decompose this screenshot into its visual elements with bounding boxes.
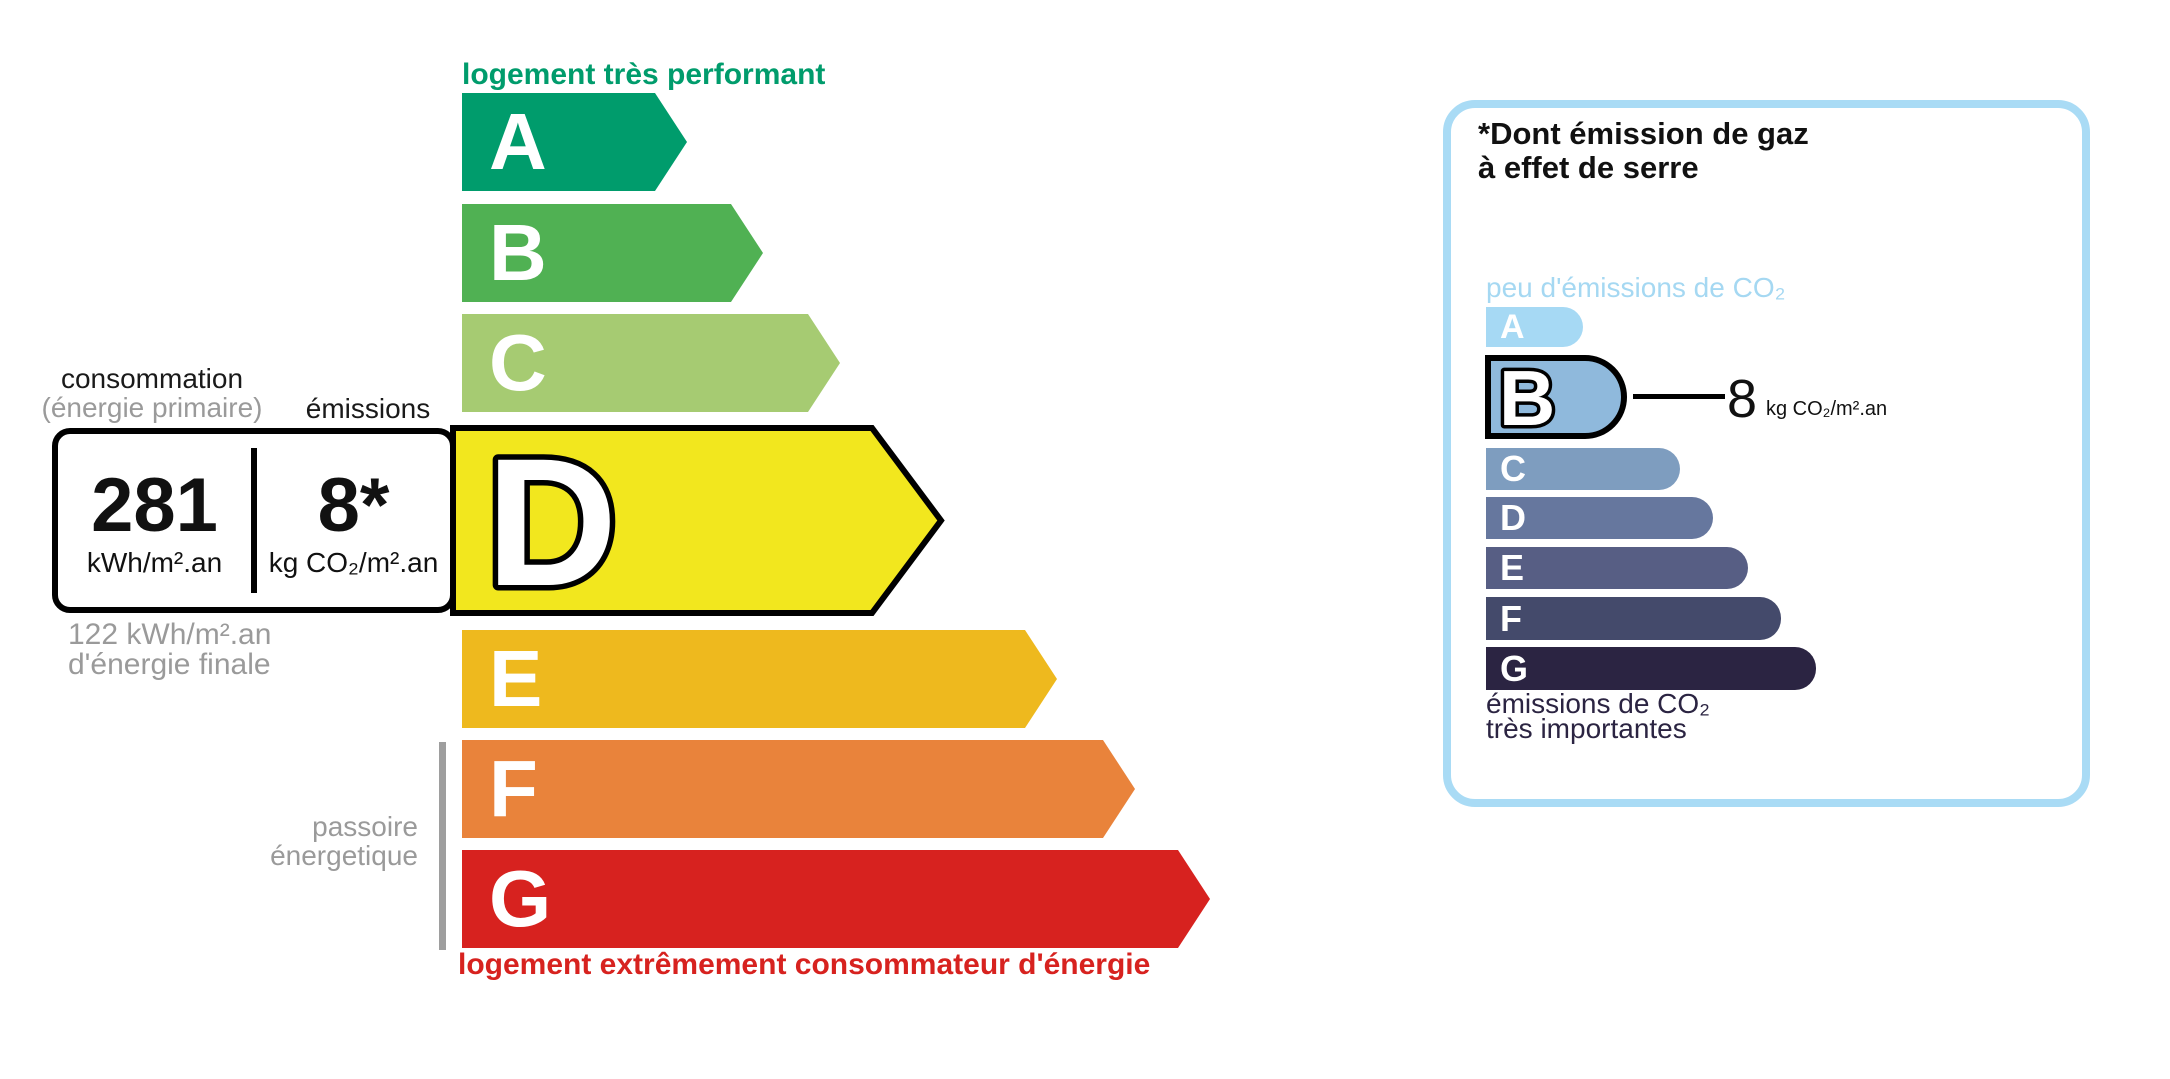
co2-class-a-letter: A (1500, 308, 1525, 346)
energy-class-a-letter: A (489, 97, 547, 186)
energy-class-a-arrow: A (462, 93, 687, 191)
co2-title-line2: à effet de serre (1478, 150, 1699, 185)
final-energy-note: 122 kWh/m².an d'énergie finale (68, 620, 271, 680)
co2-class-a-bar: A (1486, 307, 1583, 347)
co2-value-unit: kg CO₂/m².an (1766, 398, 1888, 420)
co2-high-emissions-label: émissions de CO₂ très importantes (1486, 688, 1711, 744)
energy-class-c-arrow: C (462, 314, 840, 412)
co2-high-emissions-line2: très importantes (1486, 713, 1687, 744)
energy-sieve-line1: passoire (312, 811, 418, 842)
co2-class-e-letter: E (1500, 547, 1525, 588)
co2-panel-title: *Dont émission de gaz à effet de serre (1478, 117, 1809, 185)
consumption-label: consommation (60, 363, 244, 394)
emissions-value: 8* (317, 463, 390, 549)
co2-class-f-letter: F (1500, 597, 1522, 639)
energy-class-d-shape (450, 425, 945, 616)
energy-sieve-line2: énergetique (270, 840, 418, 871)
energy-class-b-arrow: B (462, 204, 763, 302)
energy-class-c-letter: C (489, 318, 547, 407)
co2-class-g-bar: G (1486, 647, 1816, 690)
co2-class-d-bar: D (1486, 497, 1713, 539)
label-very-performant: logement très performant (462, 58, 826, 91)
label-extremely-consuming: logement extrêmement consommateur d'éner… (458, 948, 1151, 981)
consumption-unit: kWh/m².an (86, 546, 223, 578)
energy-class-g-arrow: G (462, 850, 1210, 948)
emissions-cell: 8* kg CO₂/m².an (257, 434, 450, 607)
energy-sieve-bracket (439, 742, 446, 950)
co2-high-emissions-line1: émissions de CO₂ (1486, 688, 1711, 719)
energy-class-e-arrow: E (462, 630, 1057, 728)
final-energy-value: 122 kWh/m².an (68, 618, 272, 651)
co2-value: 8 (1727, 369, 1758, 429)
box-divider (251, 448, 257, 593)
emissions-label: émissions (305, 393, 431, 424)
co2-class-c-bar: C (1486, 448, 1680, 490)
final-energy-unit: d'énergie finale (68, 648, 271, 681)
co2-class-c-letter: C (1500, 448, 1526, 489)
primary-energy-sublabel: (énergie primaire) (41, 392, 263, 423)
co2-class-b-badge (1485, 355, 1627, 439)
energy-class-d-arrow: D (450, 425, 945, 616)
energy-class-f-arrow: F (462, 740, 1135, 838)
consumption-label-block: consommation (énergie primaire) (40, 364, 264, 422)
energy-sieve-label: passoire énergetique (118, 812, 418, 870)
co2-class-d-letter: D (1500, 497, 1526, 538)
co2-title-line1: *Dont émission de gaz (1478, 116, 1809, 151)
consumption-emissions-box: 281 kWh/m².an 8* kg CO₂/m².an (52, 428, 456, 613)
co2-value-connector-line (1633, 394, 1725, 399)
co2-class-b-letter: B (1499, 361, 1555, 433)
consumption-value: 281 (91, 463, 218, 549)
consumption-cell: 281 kWh/m².an (58, 434, 251, 607)
energy-class-d-letter: D (486, 425, 617, 616)
energy-class-e-letter: E (489, 634, 543, 723)
co2-class-f-bar: F (1486, 597, 1781, 640)
energy-class-b-letter: B (489, 208, 547, 297)
energy-class-g-letter: G (489, 854, 552, 943)
co2-low-emissions-label: peu d'émissions de CO₂ (1486, 272, 1786, 303)
co2-class-e-bar: E (1486, 547, 1748, 589)
co2-class-g-letter: G (1500, 647, 1529, 689)
emissions-unit: kg CO₂/m².an (268, 546, 439, 578)
energy-class-f-letter: F (489, 744, 538, 833)
co2-class-b-letter-svg: B (1496, 361, 1559, 433)
